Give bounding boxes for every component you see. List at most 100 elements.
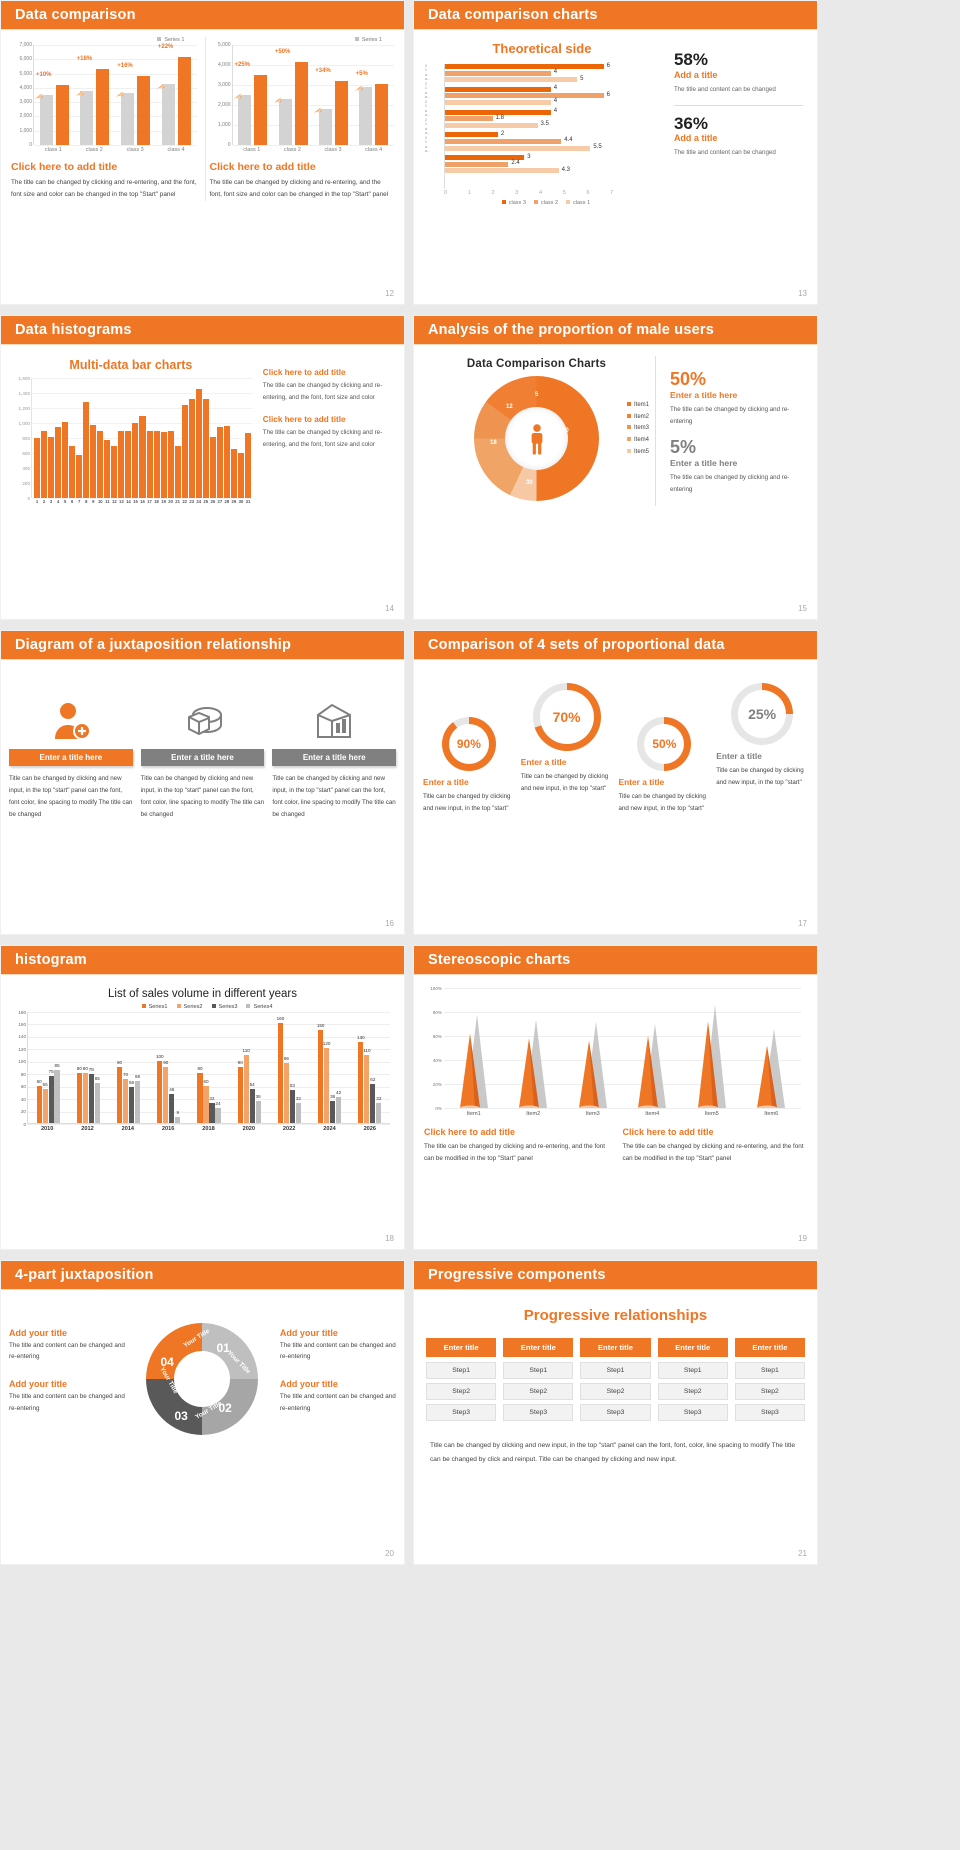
chart-1-x-axis: class 1 class 2 class 3 class 4 bbox=[33, 145, 197, 153]
x-axis-tick: 23 bbox=[189, 499, 195, 504]
bar-series3: 62 bbox=[370, 1077, 376, 1123]
stat-block: 58% Add a title The title and content ca… bbox=[674, 51, 803, 96]
bar-value: 110 bbox=[363, 1047, 371, 1053]
bar-series3: 36 bbox=[330, 1094, 336, 1123]
growth-label: +18% bbox=[76, 56, 93, 63]
column-header-button[interactable]: Enter title bbox=[426, 1338, 497, 1357]
gridline bbox=[232, 45, 394, 46]
bar-series2: 90 bbox=[163, 1060, 169, 1123]
x-axis-tick: 12 bbox=[112, 499, 117, 504]
gridline bbox=[28, 1061, 390, 1063]
step-cell[interactable]: Step2 bbox=[503, 1383, 574, 1400]
item-body: The title and content can be changed and… bbox=[9, 1393, 125, 1412]
gridline bbox=[32, 408, 253, 409]
gridline bbox=[28, 1111, 390, 1113]
bar-series4: 36 bbox=[255, 1094, 261, 1123]
gridline bbox=[28, 1099, 390, 1101]
bar-value: 6 bbox=[606, 62, 610, 69]
step-cell[interactable]: Step1 bbox=[657, 1362, 728, 1379]
step-cell[interactable]: Step3 bbox=[580, 1404, 651, 1421]
panel-2-body: The title can be changed by clicking and… bbox=[209, 179, 389, 198]
step-cell[interactable]: Step1 bbox=[503, 1362, 574, 1379]
bar-chart-2: 5,000 4,000 3,000 2,000 1,000 0 +25% +50% +34% +5… bbox=[218, 42, 394, 148]
bar bbox=[76, 454, 83, 498]
column-header-button[interactable]: Enter title bbox=[503, 1338, 574, 1357]
slide-20-title-bar: 4-part juxtaposition bbox=[1, 1261, 404, 1289]
slide-13-title-bar: Data comparison charts bbox=[414, 1, 817, 29]
y-axis-tick: 4,000 bbox=[19, 84, 32, 91]
bar-series-2 bbox=[55, 85, 69, 145]
gridline bbox=[34, 73, 197, 75]
slide-20-title: 4-part juxtaposition bbox=[15, 1267, 154, 1283]
bar-series3: 32 bbox=[209, 1096, 215, 1123]
bar-value: 2.4 bbox=[511, 160, 520, 167]
item-body: The title and content can be changed and… bbox=[279, 1393, 396, 1412]
step-cell[interactable]: Step1 bbox=[580, 1362, 651, 1379]
step-cell[interactable]: Step3 bbox=[734, 1404, 806, 1421]
legend-item: Series1 bbox=[133, 1004, 168, 1010]
bar-series3: 53 bbox=[289, 1083, 295, 1123]
stat-title: Enter a title here bbox=[670, 389, 738, 400]
x-axis-tick: 10 bbox=[97, 499, 103, 504]
y-axis-tick: 0% bbox=[435, 1105, 442, 1111]
y-axis-tick: 800 bbox=[22, 435, 30, 441]
x-axis-tick: 25 bbox=[203, 499, 209, 504]
slice-label: 5 bbox=[535, 392, 539, 398]
block-1: Click here to add title The title can be… bbox=[424, 1127, 609, 1166]
step-column-5: Enter title Step1 Step2 Step3 bbox=[734, 1338, 806, 1425]
step-cell[interactable]: Step3 bbox=[503, 1404, 574, 1421]
item-heading: Enter a title bbox=[423, 777, 469, 787]
step-cell[interactable]: Step2 bbox=[734, 1383, 806, 1400]
step-cell[interactable]: Step2 bbox=[657, 1383, 728, 1400]
gridline bbox=[32, 498, 253, 499]
x-axis-tick: Item3 bbox=[585, 1111, 600, 1117]
bar-series1: 60 bbox=[36, 1079, 42, 1123]
legend-item: Series3 bbox=[203, 1004, 237, 1010]
column-header-button[interactable]: Enter title bbox=[657, 1338, 728, 1357]
cone-group bbox=[623, 988, 683, 1108]
stat-block: 36% Add a title The title and content ca… bbox=[673, 114, 803, 160]
gridline bbox=[232, 65, 394, 66]
stat-body: The title and content can be changed bbox=[673, 149, 776, 157]
x-axis-tick: 5 bbox=[63, 499, 67, 504]
bar-value: 4.4 bbox=[564, 137, 573, 144]
column-1-button[interactable]: Enter a title here bbox=[9, 749, 133, 766]
bar-group: 90 70 58 68 bbox=[108, 1060, 148, 1123]
legend-item: Item2 bbox=[626, 412, 649, 424]
column-header-button[interactable]: Enter title bbox=[734, 1338, 806, 1357]
block-body: The title can be changed by clicking and… bbox=[262, 382, 383, 402]
growth-label: +22% bbox=[157, 44, 174, 51]
column-2-button[interactable]: Enter a title here bbox=[140, 749, 265, 766]
legend-label: Series 1 bbox=[164, 37, 185, 43]
column-3-button[interactable]: Enter a title here bbox=[272, 749, 397, 766]
x-axis-tick: 24 bbox=[196, 499, 202, 504]
gridline bbox=[232, 105, 394, 106]
content-title: Progressive relationships bbox=[523, 1307, 708, 1324]
bar-series1: 130 bbox=[357, 1035, 365, 1123]
cone-group bbox=[682, 988, 742, 1108]
bar bbox=[55, 426, 62, 498]
y-axis-tick: 140 bbox=[18, 1034, 26, 1040]
bar-series4: 24 bbox=[215, 1101, 221, 1123]
step-cell[interactable]: Step1 bbox=[734, 1362, 806, 1379]
bar-value: 36 bbox=[255, 1093, 261, 1099]
block-body: The title can be changed by clicking and… bbox=[622, 1143, 804, 1163]
x-axis-tick: 31 bbox=[245, 499, 251, 504]
bar-row: 6 bbox=[445, 62, 634, 69]
step-cell[interactable]: Step2 bbox=[426, 1383, 497, 1400]
step-cell[interactable]: Step3 bbox=[426, 1404, 497, 1421]
bar bbox=[167, 430, 174, 498]
step-cell[interactable]: Step1 bbox=[426, 1362, 497, 1379]
bar bbox=[104, 439, 111, 498]
gridline bbox=[34, 145, 197, 146]
bar-value: 62 bbox=[370, 1077, 376, 1083]
stat-value: 50% bbox=[670, 369, 707, 389]
step-cell[interactable]: Step2 bbox=[580, 1383, 651, 1400]
column-header-button[interactable]: Enter title bbox=[580, 1338, 651, 1357]
step-cell[interactable]: Step3 bbox=[657, 1404, 728, 1421]
user-add-icon bbox=[9, 693, 133, 749]
x-axis-tick: 2 bbox=[491, 190, 495, 196]
bar-group: 100 90 46 9 bbox=[149, 1054, 189, 1123]
x-axis-tick: 4 bbox=[56, 499, 60, 504]
bar-row: 6 bbox=[445, 92, 634, 99]
